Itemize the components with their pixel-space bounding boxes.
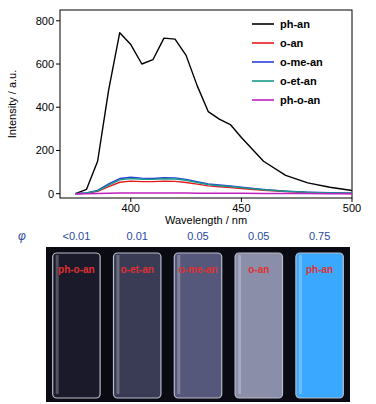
vial-label: ph-o-an (58, 264, 95, 275)
y-tick-label: 600 (36, 58, 54, 70)
x-tick-label: 450 (232, 202, 250, 214)
legend-label: ph-o-an (280, 94, 321, 106)
vial-label: o-an (248, 264, 269, 275)
x-tick-label: 500 (343, 202, 361, 214)
x-axis-label: Wavelength / nm (165, 214, 247, 226)
legend-swatch (252, 80, 274, 82)
vial (53, 253, 100, 398)
phi-value: 0.75 (309, 230, 330, 242)
phi-symbol: φ (18, 229, 26, 243)
legend-label: o-me-an (280, 56, 323, 68)
y-tick (56, 193, 60, 194)
series-line (75, 179, 352, 194)
y-tick (56, 107, 60, 108)
vial-highlight (299, 255, 302, 394)
y-tick-label: 0 (48, 188, 54, 200)
series-line (75, 33, 352, 194)
legend-swatch (252, 61, 274, 63)
y-tick (56, 20, 60, 21)
legend-label: ph-an (280, 18, 310, 30)
legend-swatch (252, 42, 274, 44)
vial-highlight (116, 255, 119, 394)
legend-swatch (252, 99, 274, 101)
phi-value: 0.05 (187, 230, 208, 242)
vial-highlight (238, 255, 241, 394)
photo-background (46, 247, 350, 402)
vial-highlight (177, 255, 180, 394)
plot-lines (75, 33, 352, 194)
phi-value: 0.01 (126, 230, 147, 242)
phi-value: 0.05 (248, 230, 269, 242)
y-tick (56, 150, 60, 151)
series-line (75, 177, 352, 193)
vial-label: ph-an (306, 264, 333, 275)
x-tick-label: 400 (122, 202, 140, 214)
phi-value: <0.01 (62, 230, 90, 242)
y-tick (56, 64, 60, 65)
vial (113, 253, 160, 398)
legend-swatch (252, 23, 274, 25)
series-line (75, 192, 352, 194)
legend-label: o-et-an (280, 75, 317, 87)
plot-frame (60, 10, 352, 198)
vial-label: o-et-an (121, 264, 154, 275)
y-tick-label: 800 (36, 15, 54, 27)
vial (296, 253, 343, 398)
y-tick-label: 200 (36, 144, 54, 156)
vial-highlight (56, 255, 59, 394)
vial (235, 253, 282, 398)
legend-label: o-an (280, 37, 304, 49)
y-tick-label: 400 (36, 101, 54, 113)
vial (174, 253, 221, 398)
figure: 0 200 400 600 800 400 450 500 Wavelength / nm Int… (0, 0, 376, 404)
vial-label: o-me-an (179, 264, 218, 275)
y-axis-label: Intensity / a.u. (6, 70, 18, 138)
